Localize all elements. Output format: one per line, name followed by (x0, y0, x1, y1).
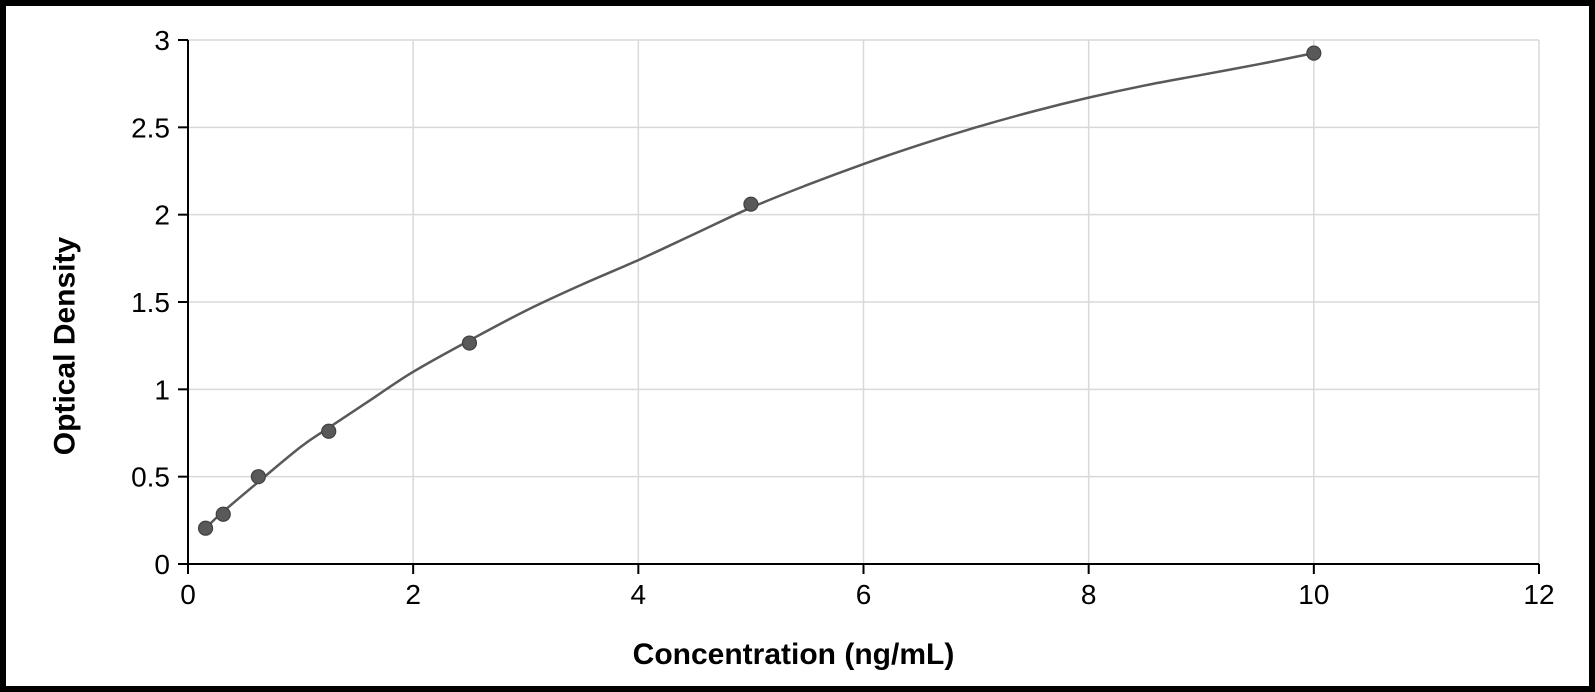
x-tick-labels: 0 2 4 6 8 10 12 (180, 579, 1554, 610)
chart-frame: Optical Density Concentration (ng/mL) 0 2… (0, 0, 1595, 692)
y-tick-label: 0 (154, 549, 170, 580)
y-tick-label: 3 (154, 25, 170, 56)
chart-wrap: Optical Density Concentration (ng/mL) 0 2… (18, 18, 1569, 674)
x-tick-label: 8 (1081, 579, 1097, 610)
y-tick-labels: 0 0.5 1 1.5 2 2.5 3 (131, 25, 170, 580)
chart-svg: 0 2 4 6 8 10 12 0 0.5 1 1.5 2 2.5 3 (18, 18, 1569, 674)
x-tick-label: 2 (405, 579, 421, 610)
data-point (216, 507, 230, 521)
axes-group (178, 40, 1539, 574)
data-point (322, 424, 336, 438)
y-tick-label: 2.5 (131, 112, 170, 143)
data-point (744, 197, 758, 211)
x-tick-label: 12 (1523, 579, 1554, 610)
x-tick-label: 10 (1298, 579, 1329, 610)
data-point (199, 521, 213, 535)
x-axis-label: Concentration (ng/mL) (18, 638, 1569, 672)
data-point (1307, 46, 1321, 60)
y-tick-label: 1 (154, 374, 170, 405)
y-axis-label: Optical Density (49, 237, 83, 455)
y-tick-label: 1.5 (131, 287, 170, 318)
data-point (251, 470, 265, 484)
data-markers (199, 46, 1321, 535)
x-tick-label: 6 (856, 579, 872, 610)
fit-curve (206, 53, 1314, 528)
y-tick-label: 0.5 (131, 462, 170, 493)
grid-group (188, 40, 1539, 564)
data-point (462, 336, 476, 350)
x-tick-label: 4 (631, 579, 647, 610)
x-tick-label: 0 (180, 579, 196, 610)
y-tick-label: 2 (154, 200, 170, 231)
